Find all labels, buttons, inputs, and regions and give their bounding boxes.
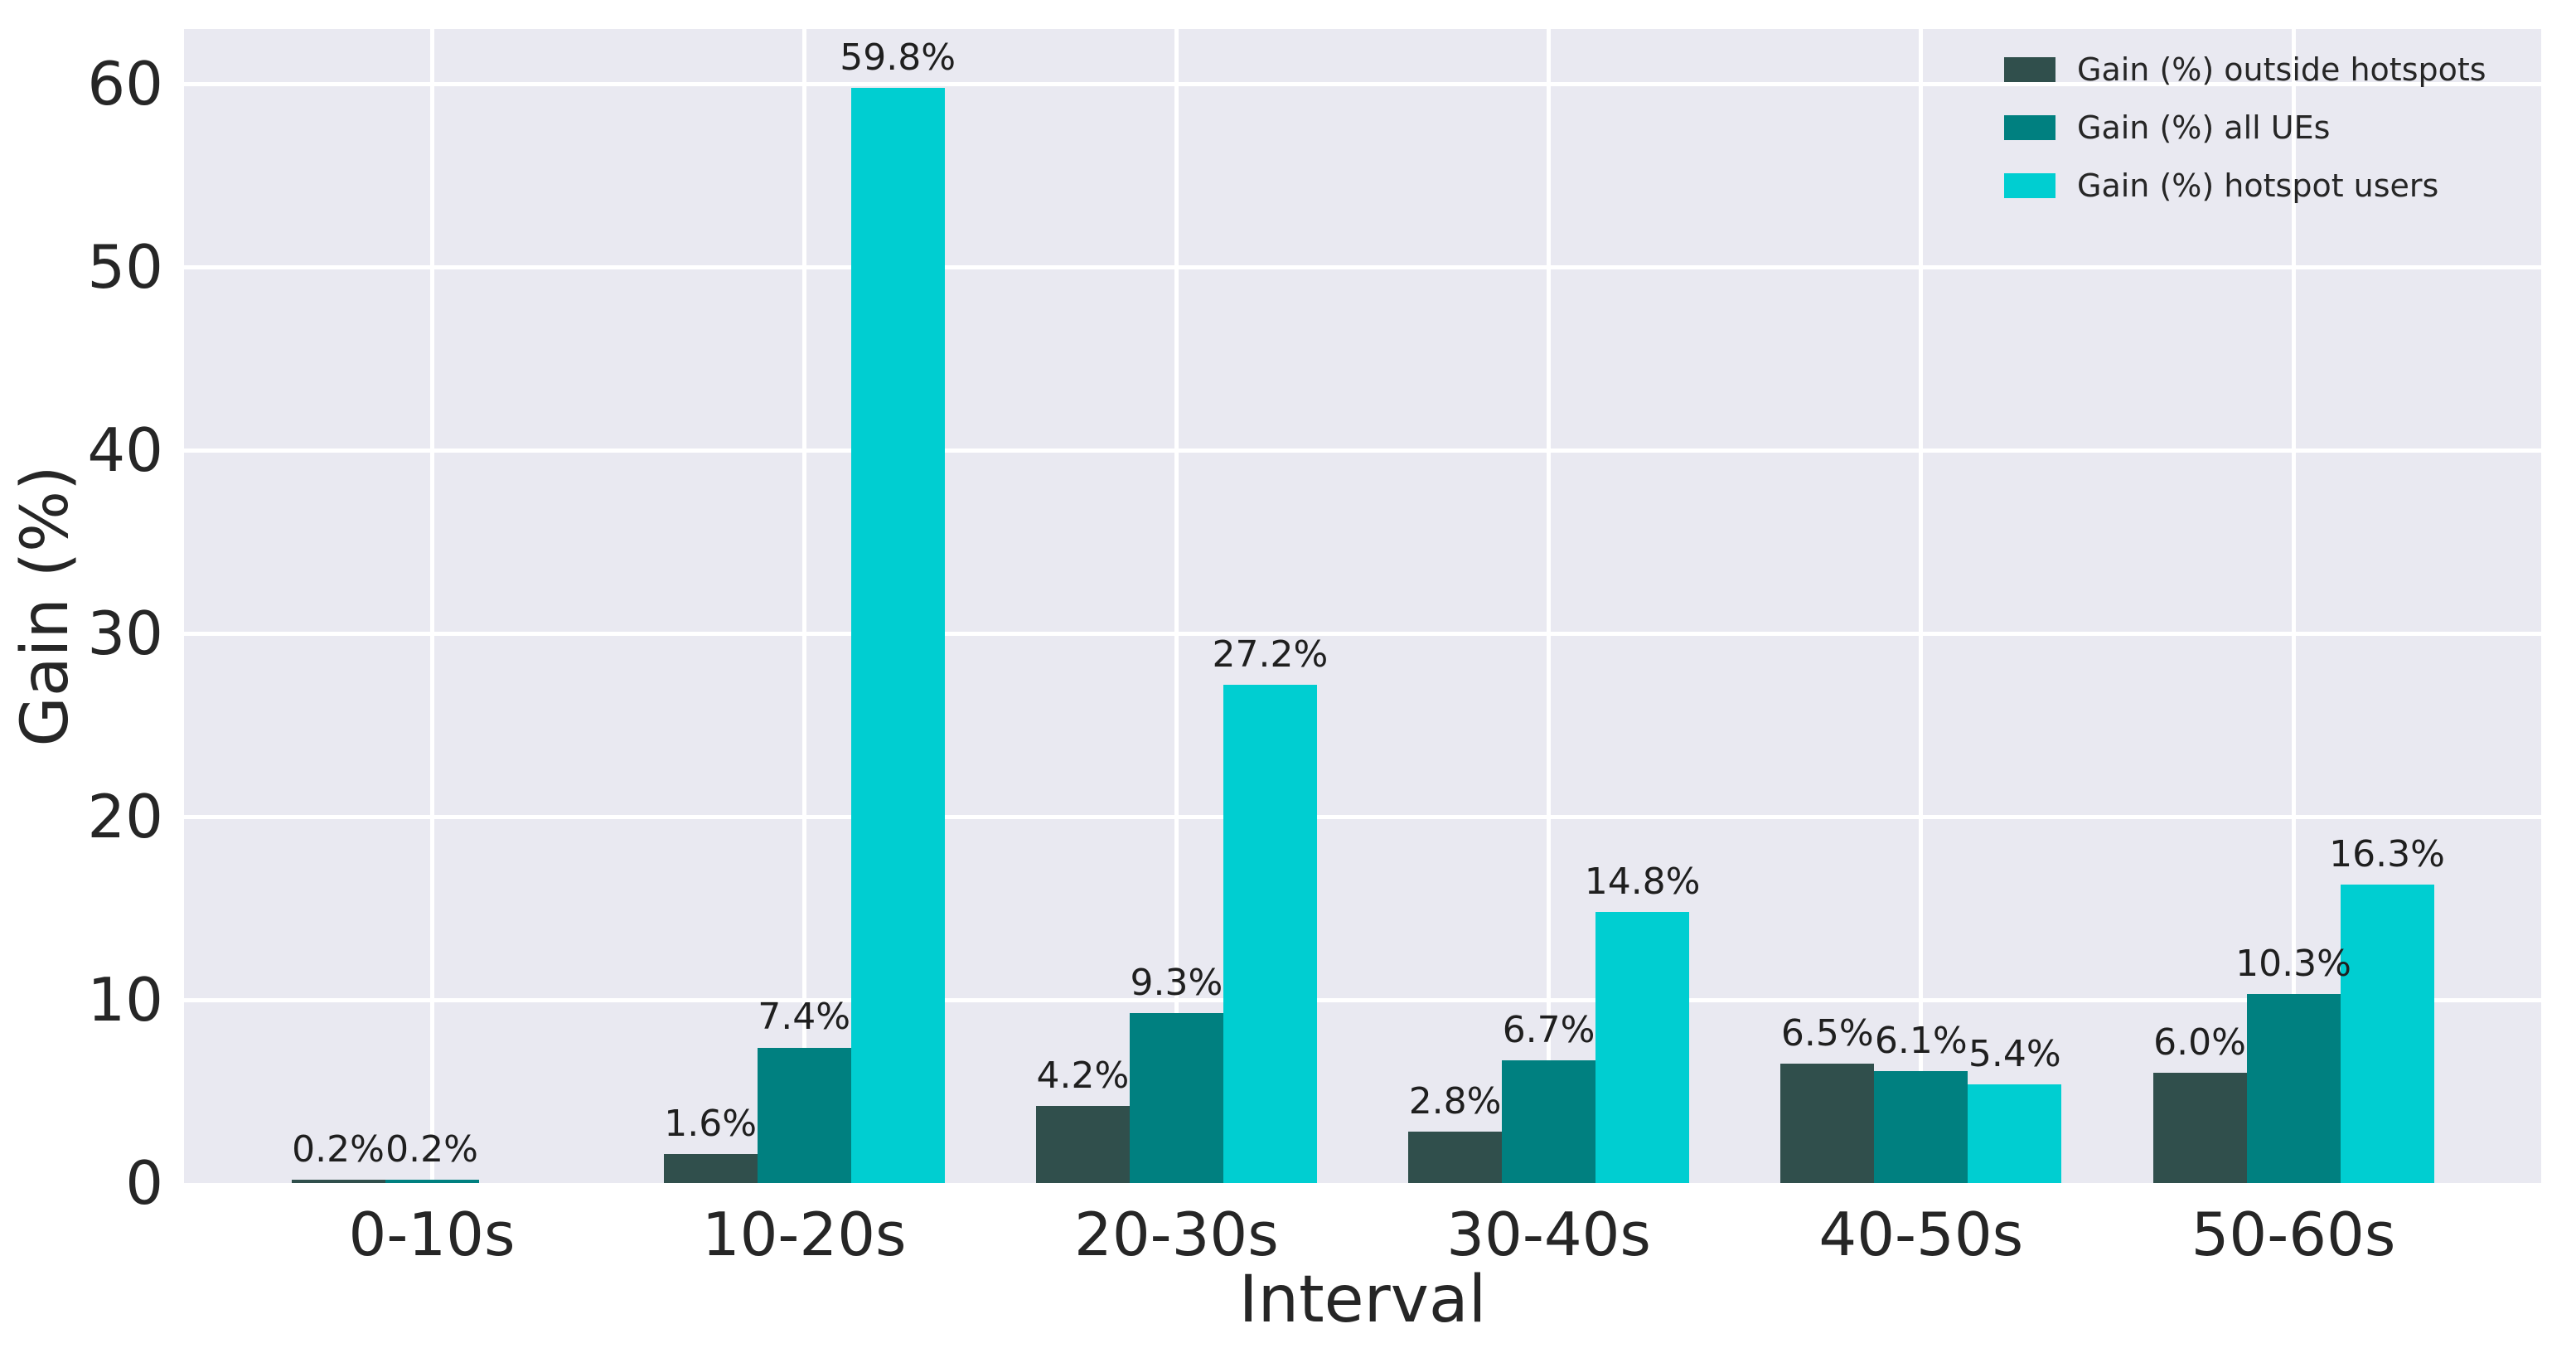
y-tick-label: 0	[125, 1148, 163, 1218]
gridline-horizontal	[184, 631, 2541, 636]
bar	[1035, 1106, 1130, 1183]
legend-swatch	[2004, 173, 2055, 198]
gridline-vertical	[2291, 29, 2296, 1183]
bar	[1968, 1084, 2062, 1183]
bar-value-label: 6.0%	[2153, 1021, 2246, 1064]
bar-value-label: 59.8%	[840, 36, 956, 79]
legend-label: Gain (%) all UEs	[2077, 109, 2331, 146]
bar-value-label: 27.2%	[1212, 633, 1329, 676]
x-tick-label: 10-20s	[701, 1200, 907, 1269]
bar	[1595, 912, 1690, 1183]
bar-value-label: 6.1%	[1874, 1020, 1968, 1063]
bar-value-label: 10.3%	[2235, 943, 2351, 986]
bar-value-label: 7.4%	[758, 996, 851, 1039]
gridline-vertical	[1547, 29, 1552, 1183]
bar	[1223, 685, 1317, 1183]
bar	[850, 87, 945, 1183]
legend-item: Gain (%) outside hotspots	[2004, 51, 2486, 88]
bar	[385, 1179, 479, 1183]
bar	[291, 1179, 385, 1183]
x-tick-label: 30-40s	[1446, 1200, 1651, 1269]
bar	[757, 1047, 851, 1183]
gridline-horizontal	[184, 264, 2541, 269]
bar	[1129, 1012, 1223, 1183]
bar-value-label: 6.7%	[1502, 1008, 1595, 1051]
legend-swatch	[2004, 115, 2055, 140]
x-tick-label: 20-30s	[1074, 1200, 1279, 1269]
y-tick-label: 20	[87, 782, 163, 852]
bar-value-label: 4.2%	[1036, 1055, 1130, 1098]
gridline-vertical	[1174, 29, 1179, 1183]
x-tick-label: 50-60s	[2191, 1200, 2396, 1269]
legend: Gain (%) outside hotspots Gain (%) all UE…	[2004, 51, 2486, 204]
bar-value-label: 5.4%	[1968, 1032, 2061, 1075]
bar	[1408, 1132, 1503, 1183]
gridline-vertical	[801, 29, 806, 1183]
legend-item: Gain (%) all UEs	[2004, 109, 2486, 146]
bar-value-label: 0.2%	[292, 1127, 385, 1171]
legend-label: Gain (%) outside hotspots	[2077, 51, 2486, 88]
gridline-horizontal	[184, 81, 2541, 86]
bar	[663, 1153, 758, 1183]
bar-value-label: 0.2%	[385, 1127, 478, 1171]
y-tick-label: 10	[87, 965, 163, 1035]
legend-item: Gain (%) hotspot users	[2004, 167, 2486, 204]
gridline-vertical	[429, 29, 434, 1183]
bar	[1502, 1059, 1596, 1183]
bar-value-label: 14.8%	[1584, 860, 1701, 903]
x-axis-title: Interval	[1238, 1263, 1487, 1337]
y-tick-label: 50	[87, 232, 163, 303]
bar-value-label: 1.6%	[664, 1102, 758, 1145]
y-tick-label: 60	[87, 49, 163, 119]
bar-value-label: 6.5%	[1780, 1012, 1874, 1055]
bar-value-label: 16.3%	[2329, 832, 2445, 875]
bar	[2340, 884, 2434, 1183]
y-axis-title: Gain (%)	[8, 465, 83, 747]
gridline-vertical	[1919, 29, 1924, 1183]
gridline-horizontal	[184, 814, 2541, 819]
x-tick-label: 0-10s	[348, 1200, 516, 1269]
bar	[2246, 994, 2341, 1183]
bar	[1874, 1071, 1968, 1183]
gridline-horizontal	[184, 997, 2541, 1002]
x-tick-label: 40-50s	[1818, 1200, 2024, 1269]
legend-swatch	[2004, 57, 2055, 82]
y-tick-label: 40	[87, 415, 163, 486]
gridline-horizontal	[184, 448, 2541, 453]
legend-label: Gain (%) hotspot users	[2077, 167, 2439, 204]
plot-area: 0.2% 1.6% 4.2% 2.8% 6.5% 6.0% 0.2% 7.4% 9.3% 6.7%…	[184, 29, 2541, 1183]
bar-value-label: 9.3%	[1130, 961, 1223, 1004]
y-tick-label: 30	[87, 599, 163, 669]
bar	[1780, 1064, 1875, 1183]
bar-value-label: 2.8%	[1408, 1080, 1502, 1123]
bar	[2152, 1073, 2247, 1183]
